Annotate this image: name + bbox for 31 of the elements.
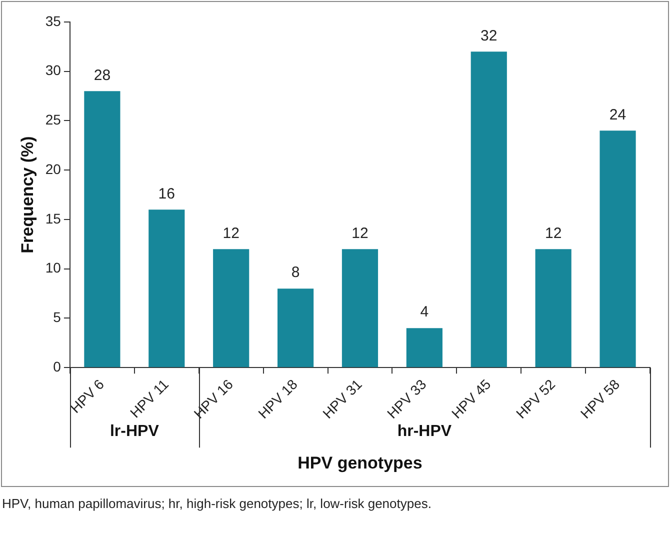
data-label: 12: [544, 224, 562, 242]
bar: [470, 52, 507, 368]
text: hr-HPV: [397, 423, 452, 440]
data-label: 28: [94, 66, 111, 84]
y-tick-label: 20: [45, 160, 62, 177]
y-tick-label: 35: [45, 12, 62, 29]
bar: [535, 249, 572, 368]
y-axis-title: Frequency (%): [18, 136, 37, 254]
data-label: 24: [609, 106, 626, 124]
data-label: 16: [158, 185, 175, 202]
x-axis-title: HPV genotypes: [298, 453, 422, 472]
bar: [406, 328, 442, 368]
bar: [84, 91, 120, 368]
y-tick-label: 5: [53, 309, 62, 326]
y-tick-label: 0: [53, 358, 62, 374]
y-tick-label: 10: [45, 260, 62, 276]
bar: [277, 288, 314, 368]
data-label: 12: [352, 224, 368, 242]
data-label: 4: [420, 304, 429, 321]
bar: [213, 249, 250, 368]
data-label: 12: [222, 224, 240, 242]
text: lr-HPV: [110, 423, 160, 440]
text: HPV, human papillomavirus; hr, high-risk genotypes; lr, low-risk genotypes.: [2, 496, 432, 511]
bar: [342, 249, 378, 368]
bar: [148, 210, 185, 368]
y-tick-label: 15: [45, 210, 62, 226]
y-tick-label: 25: [45, 112, 62, 128]
data-label: 32: [480, 27, 498, 44]
bar: [600, 130, 636, 368]
y-tick-label: 30: [45, 62, 62, 78]
data-label: 8: [291, 264, 300, 282]
